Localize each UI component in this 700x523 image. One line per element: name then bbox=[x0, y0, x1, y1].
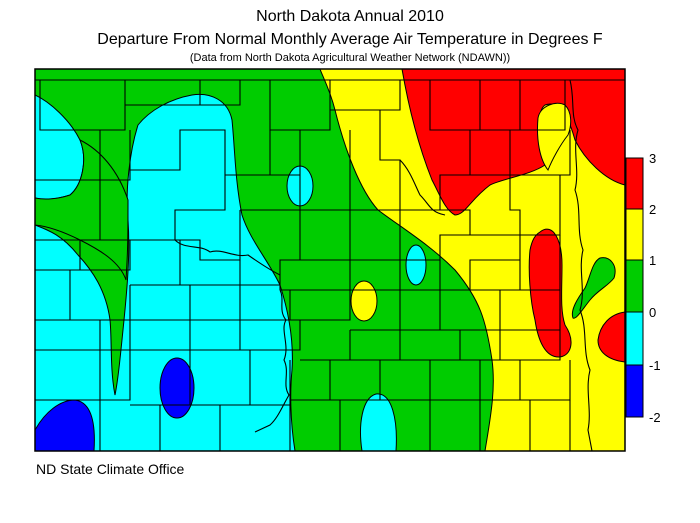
legend-tick-0: 0 bbox=[649, 305, 657, 320]
legend-tick-minus-1: -1 bbox=[649, 358, 661, 373]
legend-band-minus1-to-0 bbox=[625, 311, 644, 366]
legend-tick-1: 1 bbox=[649, 253, 657, 268]
credit-text: ND State Climate Office bbox=[36, 461, 185, 477]
zone-minus1-to-0-oval-central bbox=[405, 244, 427, 286]
legend-band-2-to-3 bbox=[625, 157, 644, 210]
map-title: North Dakota Annual 2010 bbox=[256, 8, 444, 25]
legend-tick-2: 2 bbox=[649, 202, 657, 217]
legend-tick-3: 3 bbox=[649, 151, 657, 166]
zone-minus1-to-0-south bbox=[360, 393, 397, 451]
county-boundaries bbox=[35, 79, 625, 451]
state-outline bbox=[34, 68, 626, 452]
data-source-note: (Data from North Dakota Agricultural Wea… bbox=[189, 52, 511, 64]
map-subtitle: Departure From Normal Monthly Average Ai… bbox=[97, 31, 603, 48]
legend-band-0-to-1 bbox=[625, 259, 644, 313]
legend-tick-minus-2: -2 bbox=[649, 410, 661, 425]
zone-minus2-to-minus1-southwest bbox=[35, 399, 95, 451]
zone-1-to-2-oval-central bbox=[350, 280, 378, 322]
legend-band-minus2-to-minus1 bbox=[625, 364, 644, 418]
zone-minus2-to-minus1-south-central bbox=[159, 357, 195, 419]
zone-0-to-1-east-pocket bbox=[571, 257, 616, 319]
zone-1-to-2-pocket bbox=[537, 102, 572, 171]
legend-band-1-to-2 bbox=[625, 208, 644, 261]
legend-colorbar bbox=[625, 157, 644, 418]
zone-2-to-3-east-edge bbox=[597, 311, 625, 363]
